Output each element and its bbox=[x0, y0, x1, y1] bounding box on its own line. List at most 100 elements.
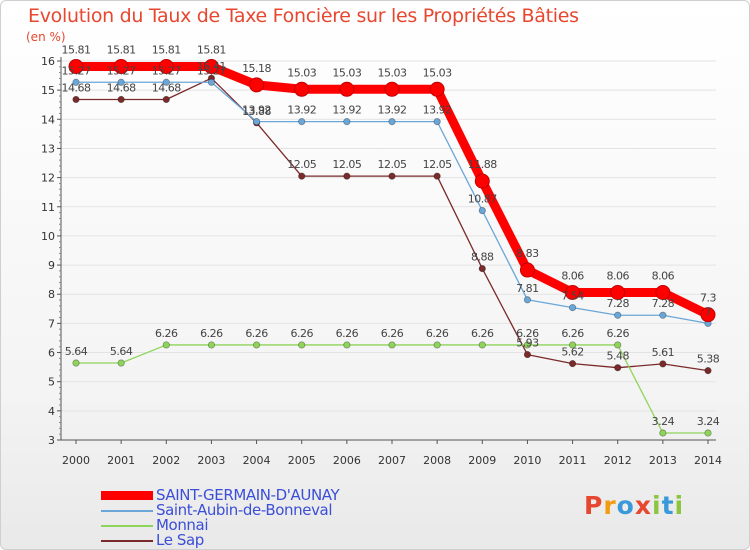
logo-letter: P bbox=[584, 491, 604, 520]
legend-swatch bbox=[101, 540, 153, 542]
x-tick-label: 2006 bbox=[333, 454, 361, 467]
data-point bbox=[203, 59, 219, 75]
data-label: 15.81 bbox=[152, 44, 181, 57]
data-point bbox=[162, 341, 170, 349]
data-label: 8.06 bbox=[561, 269, 584, 282]
y-tick-label: 14 bbox=[41, 113, 55, 126]
data-point bbox=[298, 118, 306, 126]
data-point bbox=[388, 172, 396, 180]
data-label: 7.3 bbox=[700, 292, 716, 305]
data-point bbox=[117, 95, 125, 104]
data-label: 6.26 bbox=[381, 327, 404, 340]
x-tick-label: 2013 bbox=[649, 454, 677, 467]
data-point bbox=[610, 284, 626, 300]
y-tick-label: 15 bbox=[41, 84, 55, 97]
data-label: 7.28 bbox=[652, 297, 675, 310]
data-label: 12.05 bbox=[423, 158, 452, 171]
data-point bbox=[659, 360, 667, 368]
data-point bbox=[659, 429, 667, 437]
data-point bbox=[523, 341, 532, 349]
y-tick-label: 3 bbox=[48, 434, 55, 447]
logo-letter: r bbox=[603, 491, 617, 520]
x-tick-label: 2008 bbox=[423, 454, 451, 467]
data-point bbox=[704, 367, 712, 375]
y-tick-label: 10 bbox=[41, 230, 55, 243]
data-label: 3.24 bbox=[697, 415, 720, 428]
legend-label: Saint-Aubin-de-Bonneval bbox=[156, 501, 333, 519]
data-point bbox=[523, 350, 532, 359]
data-label: 7.81 bbox=[516, 282, 539, 295]
x-tick-label: 2005 bbox=[288, 454, 316, 467]
data-label: 14.68 bbox=[152, 81, 181, 94]
data-label: 5.64 bbox=[65, 345, 88, 358]
data-label: 5.38 bbox=[697, 353, 720, 366]
data-point bbox=[565, 284, 581, 300]
data-label: 15.03 bbox=[423, 66, 452, 79]
data-point bbox=[478, 341, 486, 349]
data-label: 5.62 bbox=[561, 346, 584, 359]
data-label: 6.26 bbox=[245, 327, 268, 340]
data-label: 7 bbox=[705, 305, 712, 318]
legend-label: Le Sap bbox=[156, 531, 204, 549]
y-tick-label: 11 bbox=[41, 201, 55, 214]
data-point bbox=[343, 118, 351, 126]
data-label: 3.24 bbox=[652, 415, 675, 428]
data-label: 8.83 bbox=[516, 247, 539, 260]
data-point bbox=[568, 360, 577, 368]
data-point bbox=[700, 307, 716, 323]
x-tick-label: 2012 bbox=[604, 454, 632, 467]
data-label: 6.26 bbox=[516, 327, 539, 340]
data-point bbox=[72, 359, 80, 367]
data-point bbox=[298, 341, 306, 349]
proxiti-logo[interactable]: Proxiti bbox=[584, 491, 684, 520]
data-label: 6.26 bbox=[336, 327, 359, 340]
data-label: 13.92 bbox=[332, 104, 361, 117]
data-point bbox=[343, 172, 351, 180]
chart-title: Evolution du Taux de Taxe Foncière sur l… bbox=[28, 5, 579, 27]
x-tick-label: 2000 bbox=[62, 454, 90, 467]
data-point bbox=[72, 95, 80, 104]
y-tick-label: 8 bbox=[48, 288, 55, 301]
data-point bbox=[659, 311, 667, 319]
data-point bbox=[388, 341, 396, 349]
data-point bbox=[343, 341, 351, 349]
data-point bbox=[478, 264, 486, 273]
data-label: 12.05 bbox=[287, 158, 316, 171]
logo-letter: i bbox=[652, 491, 662, 520]
legend-label: Monnai bbox=[156, 516, 209, 534]
logo-letter: x bbox=[634, 491, 652, 520]
y-tick-label: 4 bbox=[48, 405, 55, 418]
data-label: 15.03 bbox=[332, 66, 361, 79]
data-point bbox=[433, 172, 441, 180]
data-point bbox=[72, 78, 80, 86]
data-point bbox=[294, 81, 310, 97]
data-point bbox=[433, 118, 441, 126]
data-label: 13.92 bbox=[242, 104, 271, 117]
data-label: 15.27 bbox=[197, 64, 226, 77]
data-label: 15.27 bbox=[152, 64, 181, 77]
data-label: 5.64 bbox=[110, 345, 133, 358]
data-point bbox=[339, 81, 355, 97]
y-tick-label: 6 bbox=[48, 347, 55, 360]
y-tick-label: 13 bbox=[41, 142, 55, 155]
data-label: 13.92 bbox=[378, 104, 407, 117]
data-label: 8.88 bbox=[471, 251, 494, 264]
data-label: 8.06 bbox=[652, 269, 675, 282]
data-point bbox=[117, 359, 125, 367]
data-point bbox=[162, 78, 170, 86]
data-label: 11.88 bbox=[468, 158, 497, 171]
data-point bbox=[68, 59, 84, 75]
data-label: 6.26 bbox=[200, 327, 223, 340]
data-point bbox=[478, 206, 486, 215]
data-point bbox=[523, 296, 532, 304]
data-point bbox=[704, 429, 712, 437]
data-label: 12.05 bbox=[332, 158, 361, 171]
data-point bbox=[474, 173, 490, 189]
data-point bbox=[207, 341, 216, 349]
legend-swatch bbox=[101, 491, 153, 500]
data-point bbox=[158, 59, 174, 75]
x-tick-label: 2010 bbox=[513, 454, 541, 467]
x-tick-label: 2014 bbox=[694, 454, 722, 467]
